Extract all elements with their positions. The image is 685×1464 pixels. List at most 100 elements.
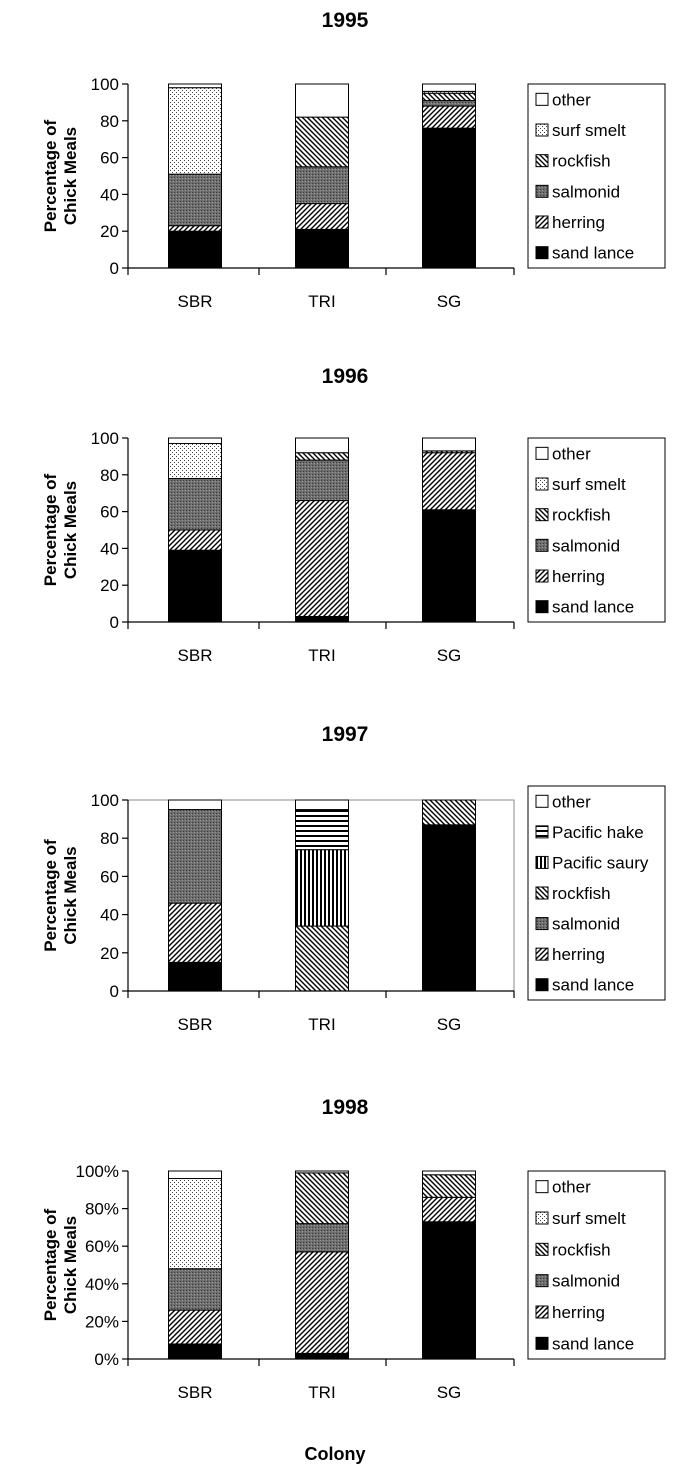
x-tick-label: SG <box>437 1383 462 1402</box>
bar-segment-sbr-sand-lance <box>168 230 222 269</box>
legend-item-other: other <box>535 1178 591 1197</box>
legend-swatch <box>535 569 549 583</box>
y-tick-label: 20 <box>100 576 119 595</box>
x-tick-label: SBR <box>178 1383 213 1402</box>
y-tick-label: 100 <box>91 791 119 810</box>
x-tick-label: SG <box>437 292 462 311</box>
legend-label: herring <box>552 945 605 964</box>
legend-item-rockfish: rockfish <box>535 884 611 903</box>
legend-item-rockfish: rockfish <box>535 506 611 525</box>
legend-item-herring: herring <box>535 213 605 232</box>
bar-segment-sg-sand-lance <box>422 509 476 623</box>
legend-label: rockfish <box>552 1240 611 1259</box>
x-axis-title: Colony <box>305 1444 366 1464</box>
x-tick-label: TRI <box>308 646 335 665</box>
y-tick-label: 0 <box>110 982 119 1001</box>
y-tick-label: 80 <box>100 466 119 485</box>
legend-item-surf-smelt: surf smelt <box>535 1209 626 1228</box>
bar-segment-sbr-herring <box>168 1309 222 1345</box>
bar-segment-tri-other <box>295 1170 349 1174</box>
bar-segment-tri-sand-lance <box>295 228 349 269</box>
legend-item-salmonid: salmonid <box>535 182 620 201</box>
legend-label: sand lance <box>552 976 634 995</box>
legend-box <box>527 785 666 1001</box>
y-tick-label: 20 <box>100 222 119 241</box>
legend-item-pacific-saury: Pacific saury <box>535 853 649 872</box>
legend-label: rockfish <box>552 152 611 171</box>
chart-title: 1995 <box>322 9 369 32</box>
y-tick-label: 0% <box>94 1350 119 1369</box>
legend-swatch <box>535 1180 549 1194</box>
x-tick-label: SBR <box>178 292 213 311</box>
legend-label: other <box>552 444 591 463</box>
chart-legend: other Pacific hake Pacific saury rockfish sa… <box>527 785 666 1001</box>
legend-label: sand lance <box>552 1334 634 1353</box>
legend-swatch <box>535 978 549 992</box>
legend-box <box>527 1170 666 1360</box>
bar-segment-sbr-other <box>168 437 222 445</box>
y-axis-label: Percentage ofChick Meals <box>41 473 80 586</box>
chart-1995: 1995 0 20 40 60 80 100 SBR TRI SG Percentage ofCh… <box>41 9 666 311</box>
legend-label: salmonid <box>552 1272 620 1291</box>
legend-label: surf smelt <box>552 121 626 140</box>
legend-swatch <box>535 508 549 522</box>
bar-segment-sbr-salmonid <box>168 1268 222 1311</box>
legend-item-surf-smelt: surf smelt <box>535 121 626 140</box>
y-tick-label: 80% <box>85 1200 119 1219</box>
legend-label: sand lance <box>552 244 634 263</box>
y-tick-label: 40 <box>100 539 119 558</box>
legend-label: surf smelt <box>552 475 626 494</box>
bar-segment-sbr-sand-lance <box>168 961 222 992</box>
legend-label: rockfish <box>552 506 611 525</box>
bar-segment-tri-other <box>295 437 349 454</box>
x-tick-label: TRI <box>308 1015 335 1034</box>
y-tick-label: 60 <box>100 867 119 886</box>
bar-segment-tri-pacific-hake <box>295 809 349 851</box>
bar-segment-tri-rockfish <box>295 116 349 168</box>
bar-segment-sg-herring <box>422 1196 476 1223</box>
legend-swatch <box>535 215 549 229</box>
bar-segment-sg-rockfish <box>422 799 476 826</box>
y-tick-label: 100% <box>76 1162 119 1181</box>
y-tick-label: 20% <box>85 1312 119 1331</box>
legend-item-pacific-hake: Pacific hake <box>535 823 644 842</box>
y-tick-label: 20 <box>100 944 119 963</box>
legend-item-herring: herring <box>535 1303 605 1322</box>
legend-swatch <box>535 1274 549 1288</box>
chart-title: 1997 <box>322 723 369 746</box>
legend-label: sand lance <box>552 598 634 617</box>
legend-swatch <box>535 246 549 260</box>
legend-swatch <box>535 446 549 460</box>
bar-segment-sg-herring <box>422 452 476 511</box>
legend-item-rockfish: rockfish <box>535 1240 611 1259</box>
chart-1996: 1996 0 20 40 60 80 100 SBR TRI SG Percentage ofCh… <box>41 365 666 665</box>
bar-segment-sbr-surf-smelt <box>168 87 222 175</box>
legend-swatch <box>535 123 549 137</box>
legend-item-herring: herring <box>535 945 605 964</box>
bar-segment-sg-sand-lance <box>422 127 476 269</box>
legend-item-salmonid: salmonid <box>535 915 620 934</box>
legend-swatch <box>535 154 549 168</box>
bar-segment-tri-herring <box>295 203 349 230</box>
legend-swatch <box>535 1305 549 1319</box>
bar-segment-sbr-herring <box>168 529 222 551</box>
legend-box <box>527 437 666 623</box>
chart-1998: 1998 0% 20% 40% 60% 80% 100% SBR TRI SG Percentag… <box>41 1096 666 1402</box>
bar-segment-tri-salmonid <box>295 1223 349 1253</box>
bar-segment-sg-other <box>422 437 476 452</box>
chart-legend: other surf smelt rockfish salmonid herring sa… <box>527 1170 666 1360</box>
y-tick-label: 80 <box>100 112 119 131</box>
x-tick-label: SBR <box>178 1015 213 1034</box>
y-tick-label: 100 <box>91 75 119 94</box>
bar-segment-sbr-surf-smelt <box>168 443 222 479</box>
legend-label: salmonid <box>552 915 620 934</box>
legend-box <box>527 83 666 269</box>
legend-label: other <box>552 90 591 109</box>
bar-segment-sg-other <box>422 83 476 92</box>
legend-item-salmonid: salmonid <box>535 536 620 555</box>
x-tick-label: SG <box>437 646 462 665</box>
chart-1997: 1997 0 20 40 60 80 100 SBR TRI SG Percentage ofCh… <box>41 723 666 1034</box>
chart-bars <box>168 83 476 269</box>
chart-legend: other surf smelt rockfish salmonid herring sa… <box>527 437 666 623</box>
legend-item-sand-lance: sand lance <box>535 1334 634 1353</box>
